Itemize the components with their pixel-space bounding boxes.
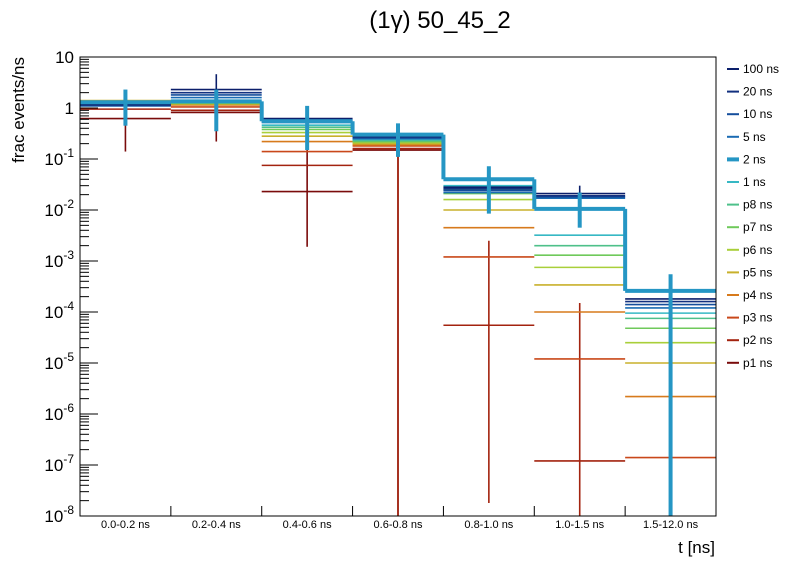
legend-item: p5 ns <box>727 265 772 279</box>
y-tick-label: 10-7 <box>44 452 74 475</box>
legend-item: p2 ns <box>727 333 772 347</box>
x-tick-label: 0.6-0.8 ns <box>374 519 423 531</box>
axes: 0.0-0.2 ns 0.2-0.4 ns 0.4-0.6 ns 0.6-0.8 ns… <box>44 48 698 531</box>
x-tick-label: 0.4-0.6 ns <box>283 519 332 531</box>
legend-item: 1 ns <box>727 175 766 189</box>
plot-frame <box>79 56 717 517</box>
legend-item: p3 ns <box>727 311 772 325</box>
legend-label: p5 ns <box>743 265 772 279</box>
chart-title: (1γ) 50_45_2 <box>369 7 510 34</box>
x-tick-label: 0.8-1.0 ns <box>464 519 513 531</box>
legend-item: 10 ns <box>727 107 772 121</box>
x-axis-title: t [ns] <box>678 538 715 557</box>
y-tick-label: 10-3 <box>44 248 74 271</box>
legend-item: p1 ns <box>727 356 772 370</box>
legend-label: 100 ns <box>743 62 779 76</box>
legend-item: 2 ns <box>727 152 766 166</box>
legend-item: p6 ns <box>727 243 772 257</box>
legend-label: p1 ns <box>743 356 772 370</box>
y-tick-label: 10-6 <box>44 401 74 424</box>
series-2-ns <box>80 89 716 516</box>
legend-label: p2 ns <box>743 333 772 347</box>
y-tick-label: 10 <box>55 48 74 67</box>
y-tick-label: 1 <box>65 99 74 118</box>
legend-label: 1 ns <box>743 175 766 189</box>
x-tick-label: 0.2-0.4 ns <box>192 519 241 531</box>
y-tick-label: 10-2 <box>44 197 74 220</box>
x-tick-label: 0.0-0.2 ns <box>101 519 150 531</box>
legend-label: 10 ns <box>743 107 772 121</box>
x-tick-label: 1.5-12.0 ns <box>643 519 699 531</box>
legend-item: p8 ns <box>727 198 772 212</box>
legend-label: p7 ns <box>743 220 772 234</box>
legend-item: p4 ns <box>727 288 772 302</box>
y-tick-label: 10-8 <box>44 503 74 526</box>
legend-item: p7 ns <box>727 220 772 234</box>
y-tick-label: 10-1 <box>44 146 74 169</box>
legend-item: 100 ns <box>727 62 779 76</box>
y-axis-title: frac events/ns <box>9 57 28 163</box>
plot-area <box>80 74 716 516</box>
legend-label: 20 ns <box>743 85 772 99</box>
legend-label: p3 ns <box>743 311 772 325</box>
legend-item: 5 ns <box>727 130 766 144</box>
legend-item: 20 ns <box>727 85 772 99</box>
legend-label: p6 ns <box>743 243 772 257</box>
legend-label: p8 ns <box>743 198 772 212</box>
legend-label: 2 ns <box>743 152 766 166</box>
x-tick-label: 1.0-1.5 ns <box>555 519 604 531</box>
y-tick-label: 10-4 <box>44 299 74 322</box>
legend-label: p4 ns <box>743 288 772 302</box>
y-tick-label: 10-5 <box>44 350 74 373</box>
legend-label: 5 ns <box>743 130 766 144</box>
legend: 100 ns 20 ns 10 ns 5 ns 2 ns 1 ns p8 ns p7 ns p6… <box>727 62 779 370</box>
